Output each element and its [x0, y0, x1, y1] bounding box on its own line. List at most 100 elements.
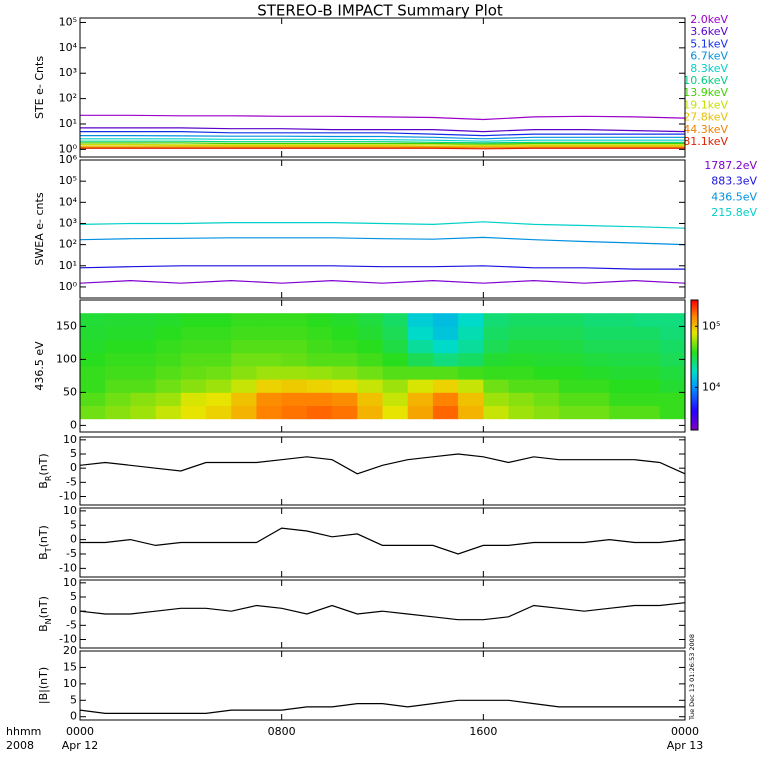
series-line [80, 279, 685, 284]
y-tick-label: 0 [70, 604, 77, 617]
heatmap-cell [432, 405, 459, 420]
heatmap-cell [357, 352, 383, 367]
series-line [80, 453, 685, 475]
colorbar-strip [691, 384, 698, 388]
heatmap-cell [231, 352, 257, 367]
heatmap-cell [483, 392, 509, 406]
series-line [80, 135, 685, 140]
y-label-sub: T [44, 547, 53, 553]
colorbar-strip [691, 313, 698, 316]
heatmap-cell [432, 339, 459, 354]
heatmap-cell [483, 339, 509, 354]
heatmap-cell [609, 366, 635, 380]
heatmap-cell [130, 405, 157, 420]
heatmap-cell [105, 405, 131, 420]
heatmap-cell [105, 352, 131, 367]
heatmap-cell [206, 352, 232, 367]
y-tick-label: 10² [59, 238, 77, 251]
legend-entry: 19.1keV [683, 98, 728, 111]
heatmap-cell [407, 339, 434, 354]
heatmap-cell [306, 326, 333, 340]
heatmap-cell [256, 339, 283, 354]
heatmap-cell [256, 379, 283, 393]
colorbar-strip [691, 300, 698, 303]
heatmap-cell [357, 392, 383, 406]
heatmap-cell [180, 339, 207, 354]
y-tick-label: -5 [66, 547, 77, 560]
y-tick-label: 15 [63, 660, 77, 673]
series-line [80, 143, 685, 146]
heatmap-cell [80, 326, 106, 340]
heatmap-cell [256, 326, 283, 340]
legend-entry: 883.3eV [711, 175, 757, 188]
heatmap-cell [332, 392, 358, 406]
colorbar-strip [691, 319, 698, 323]
heatmap-cell [558, 392, 585, 406]
series-line [80, 221, 685, 229]
heatmap-cell [533, 339, 560, 354]
y-label-main: |B| [37, 689, 50, 704]
colorbar-strip [691, 380, 698, 383]
heatmap-cell [584, 392, 610, 406]
colorbar-strip [691, 382, 698, 385]
y-tick-label: 10⁰ [59, 280, 78, 293]
heatmap-cell [256, 352, 283, 367]
heatmap-cell [458, 366, 484, 380]
colorbar-strip [691, 373, 698, 377]
colorbar-strip [691, 339, 698, 342]
series-line [80, 114, 685, 121]
heatmap-cell [382, 379, 409, 393]
colorbar-strip [691, 347, 698, 351]
heatmap-cell [332, 326, 358, 340]
plot-area [80, 602, 685, 621]
heatmap-cell [432, 313, 459, 327]
y-label-main: 436.5 eV [33, 341, 46, 391]
legend-entry: 13.9keV [683, 86, 728, 99]
heatmap-cell [508, 379, 535, 393]
heatmap-cell [458, 313, 484, 327]
series-line [80, 236, 685, 246]
heatmap-cell [483, 352, 509, 367]
y-tick-label: 10⁵ [59, 174, 77, 187]
heatmap-cell [206, 339, 232, 354]
heatmap-cell [508, 392, 535, 406]
colorbar-strip [691, 306, 698, 310]
heatmap-cell [357, 379, 383, 393]
heatmap-cell [357, 313, 383, 327]
heatmap-cell [231, 339, 257, 354]
colorbar-strip [691, 425, 698, 429]
heatmap-cell [332, 352, 358, 367]
heatmap-cell [508, 352, 535, 367]
heatmap-cell [382, 392, 409, 406]
panel-frame [79, 436, 686, 506]
y-tick-label: 10⁰ [59, 142, 78, 155]
heatmap-cell [306, 392, 333, 406]
colorbar-strip [691, 336, 698, 340]
legend-entry: 5.1keV [690, 37, 728, 50]
heatmap-cell [105, 366, 131, 380]
heatmap-cell [483, 326, 509, 340]
heatmap-cell [306, 352, 333, 367]
heatmap-cell [558, 339, 585, 354]
heatmap-cell [382, 326, 409, 340]
colorbar-strip [691, 345, 698, 349]
heatmap-cell [634, 339, 661, 354]
colorbar-strip [691, 317, 698, 320]
heatmap-cell [508, 366, 535, 380]
panel-frame [79, 299, 686, 433]
heatmap-cell [483, 379, 509, 393]
colorbar-tick-label: 10⁵ [702, 319, 720, 332]
heatmap-cell [609, 313, 635, 327]
timestamp: Tue Dec 13 01:26:53 2008 [688, 634, 696, 721]
heatmap-cell [634, 392, 661, 406]
heatmap-cell [306, 379, 333, 393]
heatmap-cell [180, 326, 207, 340]
x-tick-label: 0000 [66, 725, 94, 738]
heatmap-cell [609, 339, 635, 354]
heatmap-cell [609, 352, 635, 367]
y-tick-label: 10³ [59, 66, 77, 79]
colorbar-strip [691, 302, 698, 305]
date-label: Apr 12 [62, 739, 99, 752]
colorbar-frame [690, 299, 699, 431]
y-tick-label: 10 [63, 677, 77, 690]
